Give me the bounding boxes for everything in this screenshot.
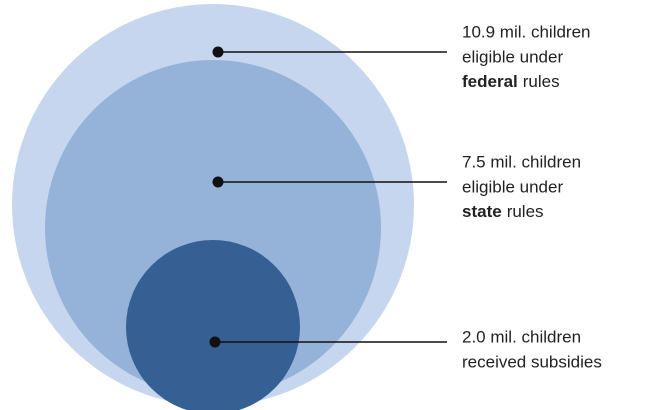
label-line: received subsidies <box>462 352 602 371</box>
label-emphasis: state <box>462 202 502 221</box>
label-line: eligible under <box>462 47 563 66</box>
label-line: 2.0 mil. children <box>462 327 581 346</box>
leader-dot <box>212 176 224 188</box>
leader-dot <box>209 336 221 348</box>
label-line: 10.9 mil. children <box>462 22 591 41</box>
label-text: rules <box>507 202 544 221</box>
inner-circle <box>126 240 300 410</box>
label-emphasis: federal <box>462 72 518 91</box>
label-line: state rules <box>462 202 544 221</box>
label-line: federal rules <box>462 72 560 91</box>
label-text: rules <box>523 72 560 91</box>
label-line: 7.5 mil. children <box>462 152 581 171</box>
label-line: eligible under <box>462 177 563 196</box>
leader-dot <box>212 46 224 58</box>
